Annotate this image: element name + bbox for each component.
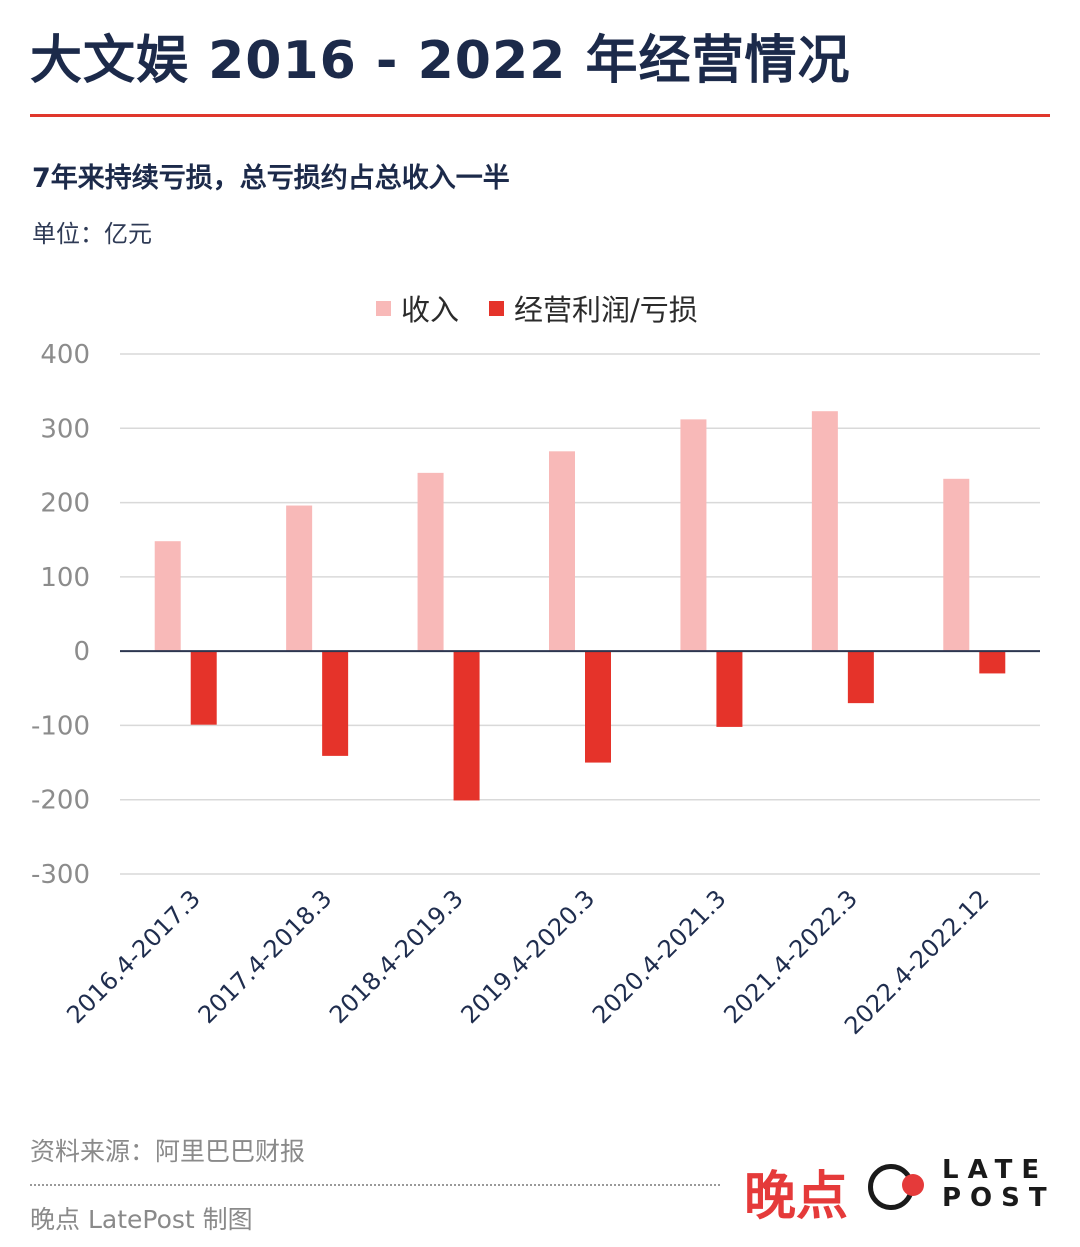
legend-item-revenue: 收入 — [376, 287, 459, 329]
legend-item-profit: 经营利润/亏损 — [489, 287, 698, 329]
logo-english-text: LATE POST — [942, 1156, 1056, 1212]
revenue-bar — [943, 478, 970, 652]
y-tick-label: -300 — [31, 860, 90, 890]
x-tick-label: 2021.4-2022.3 — [718, 884, 863, 1029]
logo-chinese-text: 晚点 — [744, 1167, 849, 1227]
revenue-bar — [286, 505, 313, 652]
revenue-bar — [811, 411, 838, 652]
profit-bar — [585, 651, 611, 763]
y-tick-label: -100 — [31, 711, 90, 741]
x-tick-label: 2018.4-2019.3 — [324, 884, 469, 1029]
y-tick-label: 200 — [40, 489, 90, 519]
y-tick-label: 0 — [73, 637, 90, 667]
y-tick-label: -200 — [31, 786, 90, 816]
x-tick-label: 2016.4-2017.3 — [61, 884, 206, 1029]
revenue-bar — [680, 419, 707, 652]
profit-bar — [322, 651, 349, 756]
legend-swatch-profit — [489, 300, 505, 316]
y-tick-label: 100 — [40, 563, 90, 593]
profit-bar — [847, 651, 874, 704]
unit-label: 单位：亿元 — [32, 220, 152, 248]
credit-note: 晚点 LatePost 制图 — [30, 1205, 253, 1234]
logo-text-post: POST — [942, 1183, 1056, 1213]
legend-label-revenue: 收入 — [401, 293, 460, 327]
footer-divider — [30, 1184, 720, 1186]
bar-chart: 4003002001000-100-200-3002016.4-2017.320… — [31, 340, 1040, 1040]
legend-swatch-revenue — [376, 300, 391, 316]
revenue-bar — [417, 472, 444, 652]
logo-red-dot — [902, 1174, 924, 1196]
source-note: 资料来源：阿里巴巴财报 — [30, 1137, 306, 1166]
chart-subtitle: 7年来持续亏损，总亏损约占总收入一半 — [32, 163, 510, 194]
logo-text-late: LATE — [942, 1155, 1049, 1185]
x-tick-label: 2017.4-2018.3 — [193, 884, 338, 1029]
profit-bar — [716, 651, 743, 727]
revenue-bar — [154, 541, 181, 652]
x-tick-label: 2019.4-2020.3 — [456, 884, 601, 1029]
revenue-bar — [549, 451, 575, 652]
title-divider — [30, 114, 1050, 117]
x-tick-label: 2022.4-2022.12 — [839, 884, 994, 1039]
y-tick-label: 300 — [40, 414, 90, 444]
profit-bar — [190, 651, 217, 725]
x-tick-label: 2020.4-2021.3 — [587, 884, 732, 1029]
y-tick-label: 400 — [40, 340, 90, 370]
latepost-logo: 晚点 LATE POST — [744, 1152, 1056, 1227]
page-title: 大文娱 2016 - 2022 年经营情况 — [30, 31, 851, 91]
profit-bar — [979, 651, 1006, 674]
profit-bar — [453, 651, 480, 801]
chart-legend: 收入 经营利润/亏损 — [376, 288, 698, 328]
legend-label-profit: 经营利润/亏损 — [514, 293, 698, 327]
